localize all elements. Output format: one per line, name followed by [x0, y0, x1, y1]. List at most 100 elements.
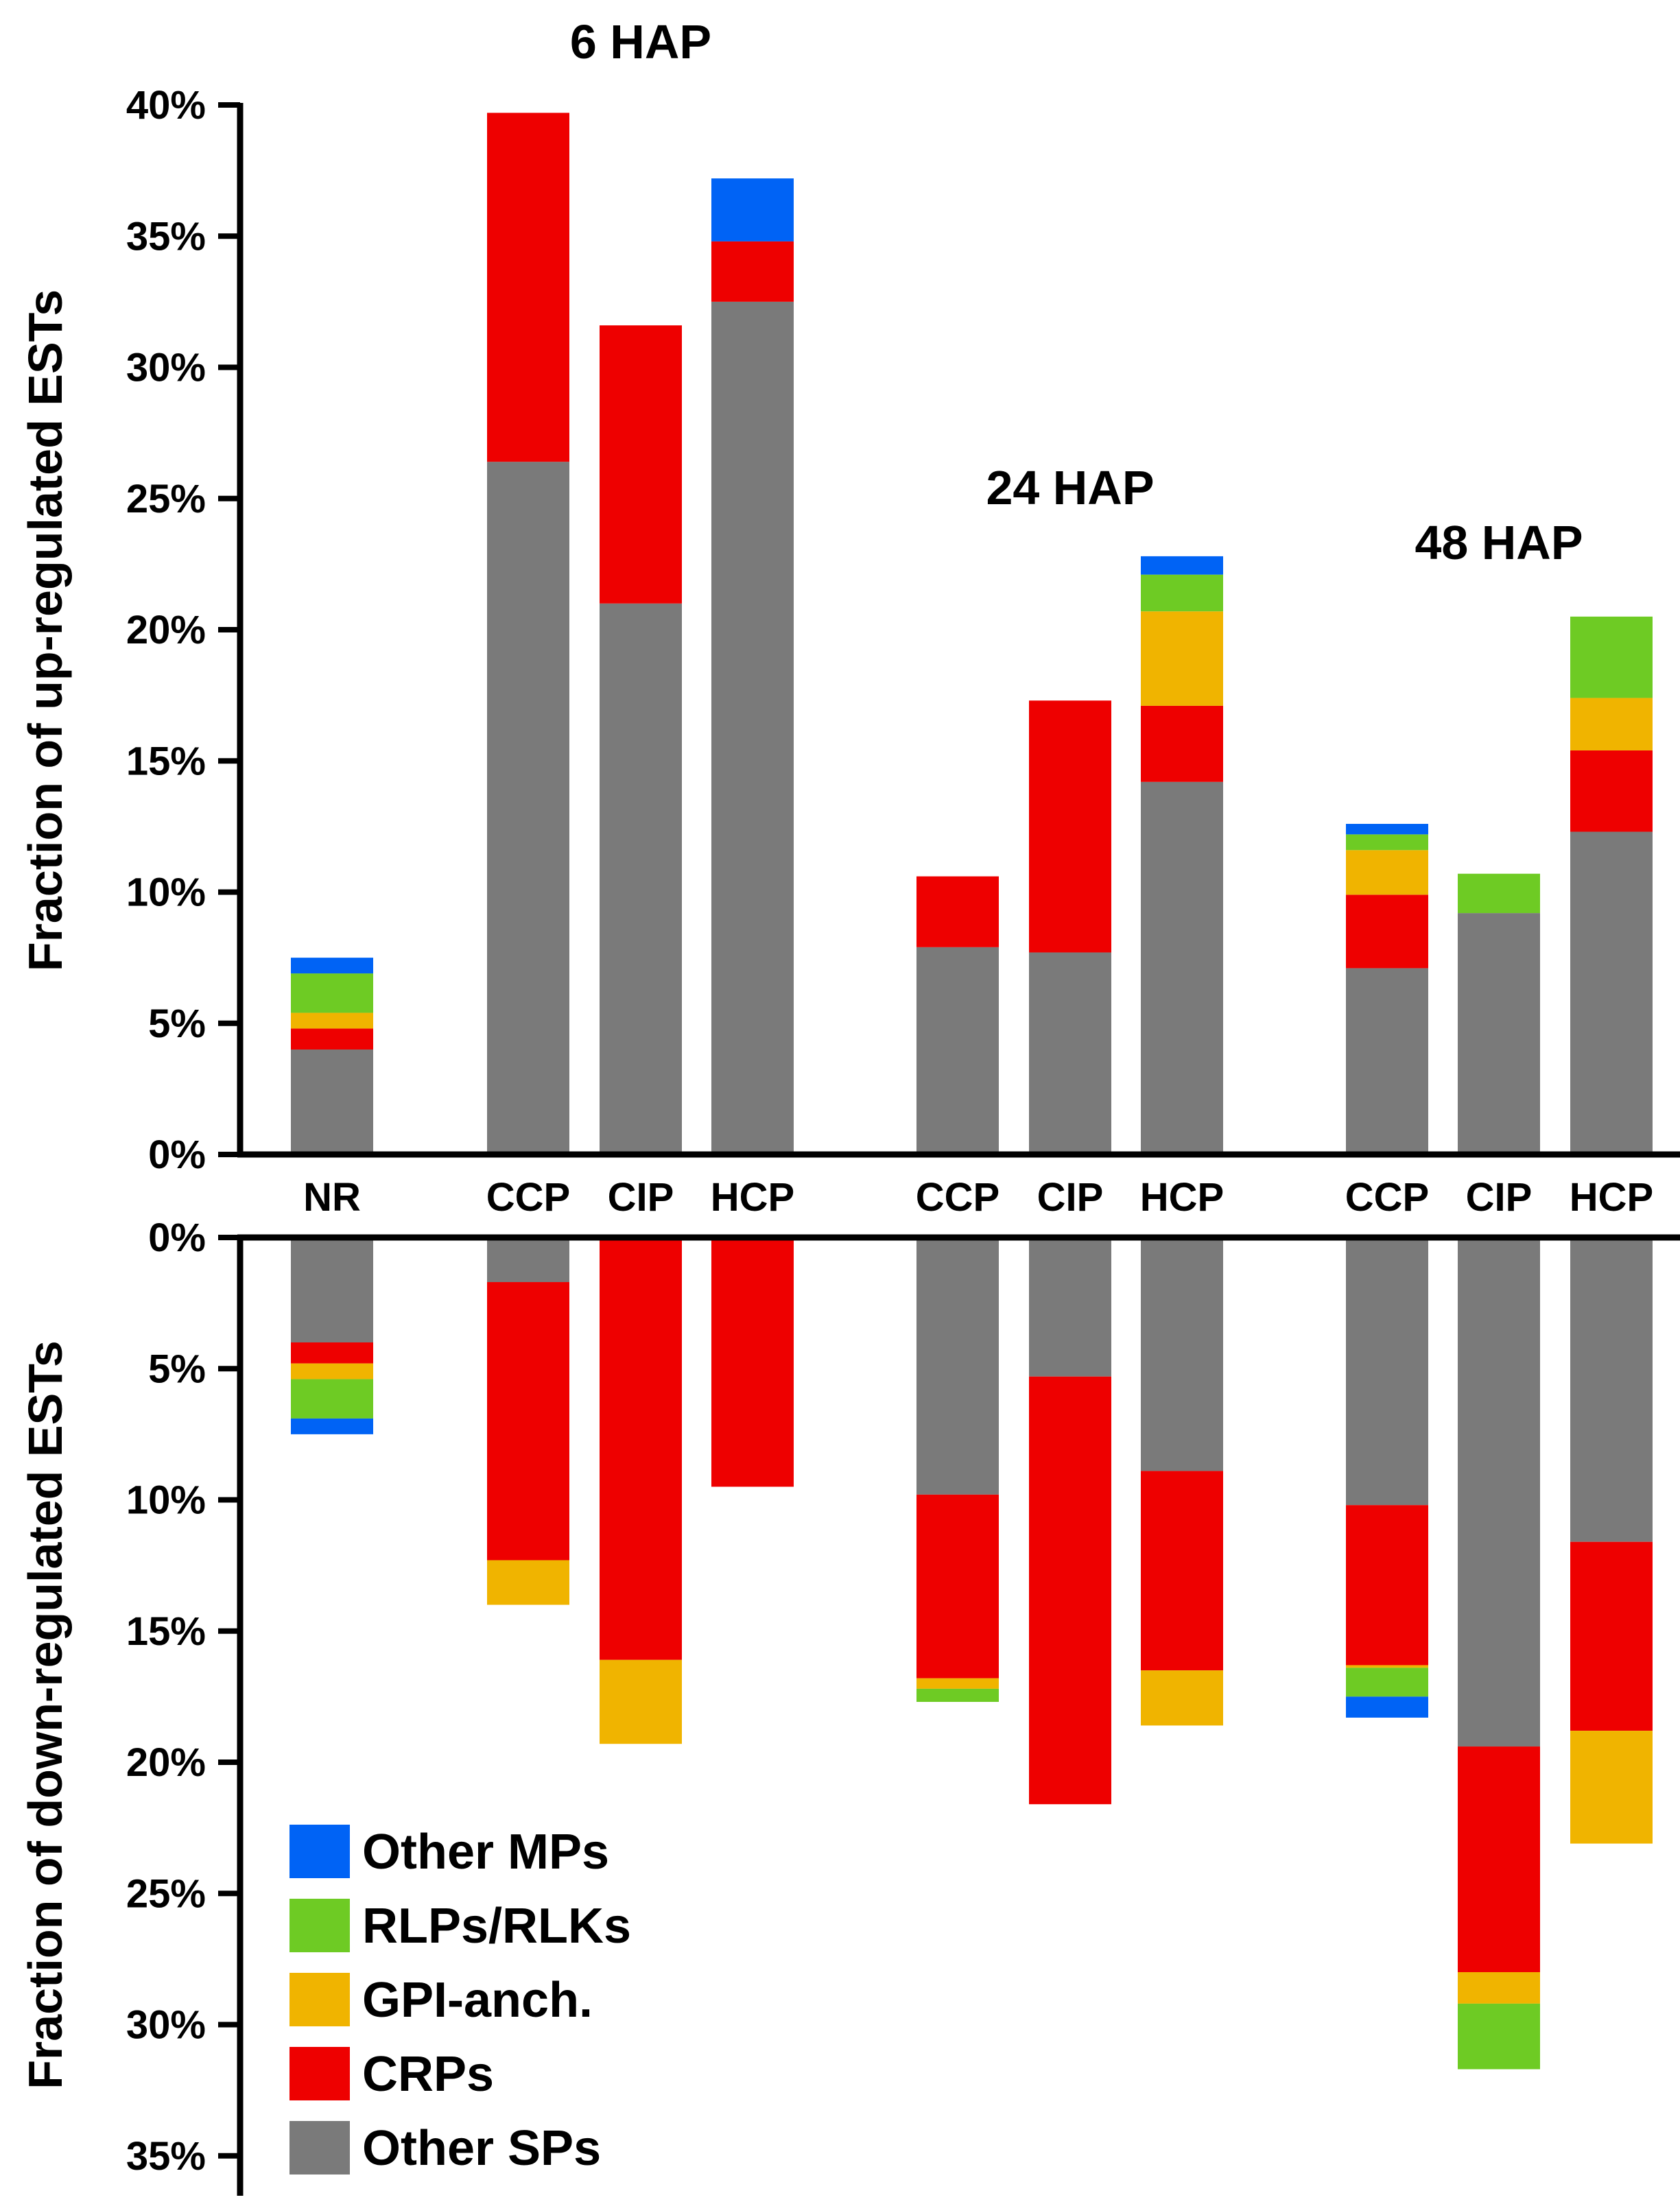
up-bar-48-hap-ccp-gpi-anch: [1346, 850, 1428, 895]
down-bar-nr-crps: [291, 1342, 373, 1364]
down-bar-48-hap-hcp-other-sps: [1570, 1237, 1653, 1542]
category-label-6-hap-ccp: CCP: [486, 1175, 570, 1220]
up-bar-24-hap-hcp-crps: [1141, 705, 1223, 782]
up-tick-label: 40%: [126, 83, 206, 128]
up-bar-6-hap-ccp-crps: [487, 112, 569, 462]
group-label-48-hap: 48 HAP: [1415, 516, 1583, 569]
up-bar-48-hap-cip-other-sps: [1458, 913, 1540, 1154]
category-label-48-hap-cip: CIP: [1466, 1175, 1533, 1220]
down-bar-48-hap-cip-rlps-rlks: [1458, 2003, 1540, 2070]
legend-label-other-sps: Other SPs: [362, 2121, 601, 2176]
down-bar-24-hap-ccp-gpi-anch: [916, 1678, 999, 1689]
group-labels: 6 HAP 24 HAP 48 HAP: [570, 15, 1583, 569]
up-bar-24-hap-cip-crps: [1029, 700, 1111, 953]
down-tick-label: 0%: [148, 1216, 206, 1260]
up-bar-24-hap-hcp-other-sps: [1141, 781, 1223, 1154]
down-bar-48-hap-ccp-other-mps: [1346, 1696, 1428, 1718]
up-bar-48-hap-hcp-crps: [1570, 750, 1653, 832]
up-tick-label: 25%: [126, 477, 206, 521]
up-bar-nr-rlps-rlks: [291, 973, 373, 1013]
down-bar-nr-gpi-anch: [291, 1363, 373, 1379]
down-bar-48-hap-hcp-crps: [1570, 1541, 1653, 1731]
down-tick-label: 10%: [126, 1478, 206, 1523]
down-bar-48-hap-ccp-rlps-rlks: [1346, 1668, 1428, 1697]
ticks-layer: 0% 5% 10% 15% 20% 25% 30% 35% 40% 0% 5% 10% 15% 20% 25…: [126, 83, 240, 2179]
legend-swatch-other-sps: [289, 2121, 350, 2175]
group-label-6-hap: 6 HAP: [570, 15, 711, 69]
legend: Other MPs RLPs/RLKs GPI-anch. CRPs Other SPs: [289, 1825, 631, 2176]
up-bar-24-hap-cip-other-sps: [1029, 952, 1111, 1154]
down-tick-label: 30%: [126, 2003, 206, 2048]
category-label-6-hap-cip: CIP: [608, 1175, 674, 1220]
up-bar-48-hap-ccp-rlps-rlks: [1346, 834, 1428, 851]
up-bar-nr-other-mps: [291, 958, 373, 974]
down-y-axis-label: Fraction of down-regulated ESTs: [19, 1340, 72, 2089]
down-bar-48-hap-ccp-gpi-anch: [1346, 1665, 1428, 1668]
up-tick-label: 0%: [148, 1133, 206, 1177]
legend-swatch-gpi-anch: [289, 1973, 350, 2026]
up-bar-48-hap-hcp-other-sps: [1570, 831, 1653, 1154]
legend-label-other-mps: Other MPs: [362, 1825, 609, 1880]
up-bar-6-hap-hcp-other-mps: [711, 178, 794, 241]
down-bar-6-hap-ccp-other-sps: [487, 1237, 569, 1283]
down-bar-24-hap-hcp-gpi-anch: [1141, 1670, 1223, 1726]
down-bar-24-hap-hcp-crps: [1141, 1471, 1223, 1671]
down-tick-label: 15%: [126, 1609, 206, 1654]
down-bar-6-hap-cip-gpi-anch: [600, 1659, 682, 1744]
category-label-6-hap-hcp: HCP: [711, 1175, 794, 1220]
up-tick-label: 15%: [126, 739, 206, 783]
up-tick-label: 30%: [126, 346, 206, 390]
down-tick-label: 5%: [148, 1347, 206, 1391]
legend-swatch-rlps-rlks: [289, 1899, 350, 1952]
up-bar-48-hap-ccp-other-sps: [1346, 968, 1428, 1154]
up-bar-24-hap-hcp-gpi-anch: [1141, 611, 1223, 706]
up-bar-48-hap-ccp-crps: [1346, 894, 1428, 969]
down-tick-label: 25%: [126, 1871, 206, 1916]
down-bar-nr-other-mps: [291, 1418, 373, 1434]
down-bar-6-hap-cip-crps: [600, 1237, 682, 1660]
up-bar-24-hap-hcp-rlps-rlks: [1141, 574, 1223, 612]
up-bar-48-hap-hcp-gpi-anch: [1570, 698, 1653, 750]
down-bar-6-hap-ccp-crps: [487, 1282, 569, 1561]
category-label-nr: NR: [303, 1175, 361, 1220]
up-tick-label: 20%: [126, 608, 206, 652]
legend-swatch-other-mps: [289, 1825, 350, 1878]
down-bar-nr-other-sps: [291, 1237, 373, 1342]
down-bar-6-hap-hcp-crps: [711, 1237, 794, 1487]
up-tick-label: 35%: [126, 214, 206, 259]
up-bar-6-hap-cip-other-sps: [600, 603, 682, 1154]
down-bar-24-hap-cip-other-sps: [1029, 1237, 1111, 1377]
up-bar-48-hap-hcp-rlps-rlks: [1570, 616, 1653, 698]
up-bar-24-hap-ccp-crps: [916, 876, 999, 947]
down-bar-24-hap-hcp-other-sps: [1141, 1237, 1223, 1471]
down-bar-24-hap-cip-crps: [1029, 1376, 1111, 1805]
down-bar-nr-rlps-rlks: [291, 1379, 373, 1419]
up-bar-24-hap-ccp-other-sps: [916, 947, 999, 1154]
legend-label-rlps-rlks: RLPs/RLKs: [362, 1899, 631, 1954]
up-bar-48-hap-ccp-other-mps: [1346, 824, 1428, 835]
up-bar-nr-gpi-anch: [291, 1012, 373, 1029]
down-bar-48-hap-cip-gpi-anch: [1458, 1972, 1540, 2004]
down-bar-48-hap-cip-other-sps: [1458, 1237, 1540, 1747]
category-label-24-hap-ccp: CCP: [916, 1175, 999, 1220]
down-tick-label: 35%: [126, 2134, 206, 2179]
up-bar-nr-other-sps: [291, 1050, 373, 1154]
up-bar-6-hap-hcp-other-sps: [711, 301, 794, 1154]
category-labels: NR CCP CIP HCP CCP CIP HCP CCP CIP HCP: [303, 1175, 1653, 1220]
down-bar-24-hap-ccp-crps: [916, 1494, 999, 1679]
down-bar-6-hap-ccp-gpi-anch: [487, 1560, 569, 1605]
down-bar-24-hap-ccp-rlps-rlks: [916, 1688, 999, 1703]
up-bar-6-hap-hcp-crps: [711, 241, 794, 302]
up-bar-nr-crps: [291, 1028, 373, 1050]
up-tick-label: 10%: [126, 870, 206, 915]
up-y-axis-label: Fraction of up-regulated ESTs: [19, 289, 72, 971]
category-label-48-hap-hcp: HCP: [1570, 1175, 1653, 1220]
up-bar-48-hap-cip-rlps-rlks: [1458, 873, 1540, 914]
down-tick-label: 20%: [126, 1740, 206, 1785]
down-bar-48-hap-ccp-other-sps: [1346, 1237, 1428, 1506]
legend-label-gpi-anch: GPI-anch.: [362, 1973, 593, 2028]
up-bar-24-hap-hcp-other-mps: [1141, 556, 1223, 575]
group-label-24-hap: 24 HAP: [986, 461, 1154, 514]
down-bar-48-hap-cip-crps: [1458, 1746, 1540, 1972]
